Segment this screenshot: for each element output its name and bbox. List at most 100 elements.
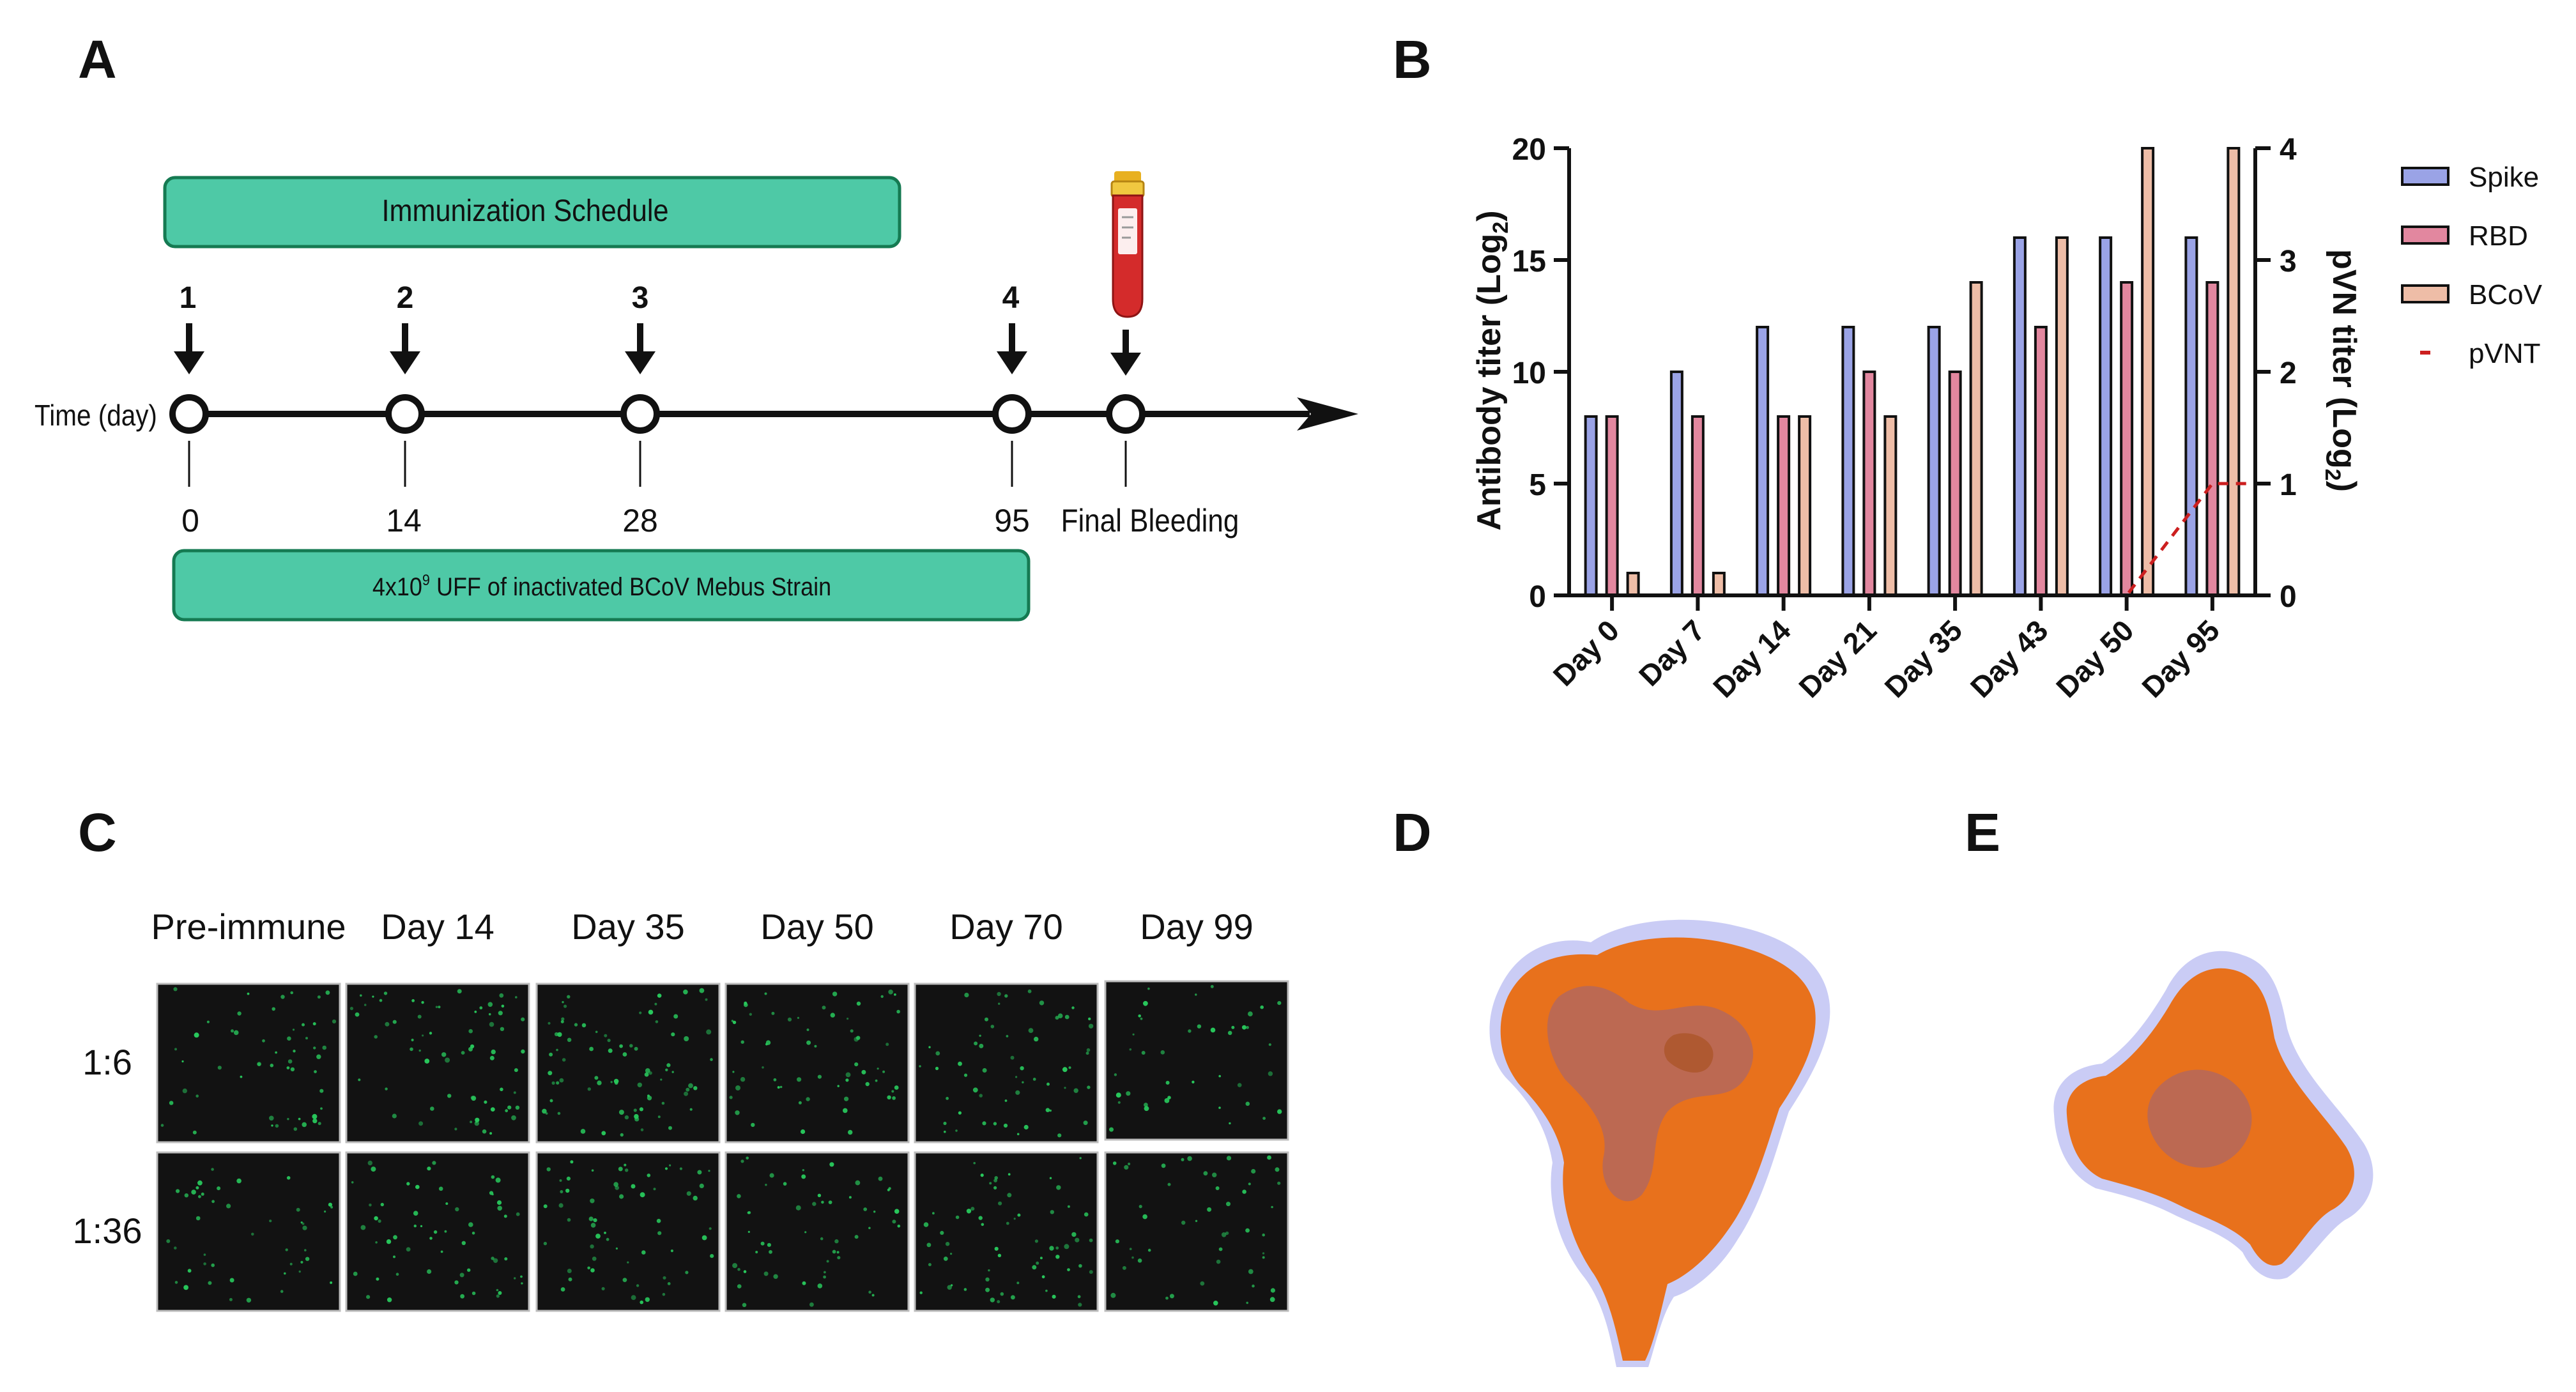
fluorescent-cell [1078, 1264, 1082, 1268]
fluorescent-cell [979, 1034, 981, 1037]
fluorescent-cell [1267, 1155, 1271, 1160]
fluorescent-cell [499, 993, 504, 998]
fluorescent-cell [367, 1160, 372, 1166]
fluorescent-cell [1110, 1292, 1116, 1298]
fluorescent-cell [1028, 1028, 1034, 1033]
fluorescent-cell [594, 1076, 599, 1080]
fluorescent-cell [1248, 1011, 1253, 1016]
fluorescent-cell [438, 1186, 443, 1191]
fluorescent-cell [880, 995, 884, 998]
fluorescent-cell [505, 1109, 509, 1113]
fluorescent-cell [1045, 1289, 1048, 1292]
fluorescent-cell [980, 1174, 984, 1177]
fluorescent-cell [1064, 1087, 1066, 1089]
fluorescent-cell [1036, 1261, 1039, 1265]
fluorescent-cell [474, 1120, 479, 1126]
fluorescent-cell [349, 1007, 354, 1011]
fluorescent-cell [640, 1128, 644, 1131]
fluorescent-cell [581, 1023, 586, 1028]
fluorescent-cell [1077, 1295, 1081, 1299]
dose-superscript: 9 [422, 571, 430, 588]
fluorescent-cell [211, 1200, 215, 1204]
fluorescent-cell [655, 1020, 659, 1023]
fluorescent-cell [496, 1294, 500, 1298]
fluorescent-cell [174, 1281, 178, 1284]
fluorescent-cell [654, 1002, 657, 1006]
fluorescent-cell [521, 1049, 525, 1054]
micrograph-column-header: Day 70 [949, 906, 1062, 947]
fluorescent-cell [1122, 1266, 1126, 1270]
fluorescent-cell [514, 1277, 516, 1280]
fluorescent-cell [686, 1191, 691, 1196]
fluorescent-cell [993, 1122, 997, 1126]
fluorescent-cell [588, 1216, 594, 1221]
fluorescent-cell [821, 1200, 824, 1204]
fluorescent-cell [773, 1078, 777, 1082]
timeline-arrowhead-icon [1297, 397, 1358, 431]
bar-spike [1841, 326, 1855, 597]
fluorescent-cell [699, 988, 705, 993]
bar-rbd [1862, 371, 1876, 597]
fluorescent-cell [639, 1011, 642, 1014]
fluorescent-cell [217, 1066, 222, 1070]
y2-tick-label: 2 [2280, 356, 2297, 390]
fluorescent-cell [1262, 1256, 1265, 1259]
fluorescent-cell [639, 1107, 644, 1112]
micrograph-tile [724, 1151, 910, 1312]
y2-tick-label: 3 [2280, 245, 2297, 279]
fluorescent-cell [275, 1051, 277, 1054]
fluorescent-cell [1165, 1296, 1169, 1300]
fluorescent-cell [1084, 1212, 1089, 1217]
fluorescent-cell [894, 993, 896, 996]
fluorescent-cell [663, 1276, 666, 1280]
fluorescent-cell [174, 1048, 177, 1051]
fluorescent-cell [797, 1077, 802, 1082]
fluorescent-cell [974, 1041, 978, 1046]
fluorescent-cell [653, 1188, 656, 1191]
fluorescent-cell [679, 1167, 682, 1170]
micrograph-column-header: Day 35 [571, 906, 684, 947]
fluorescent-cell [231, 1029, 234, 1033]
bar-rbd [2120, 281, 2134, 597]
fluorescent-cell [1004, 994, 1008, 998]
fluorescent-cell [454, 1280, 459, 1285]
fluorescent-cell [919, 1291, 923, 1294]
fluorescent-cell [947, 1285, 952, 1290]
fluorescent-cell [493, 1258, 498, 1264]
fluorescent-cell [592, 1257, 597, 1261]
fluorescent-cell [832, 1250, 836, 1254]
y2-tick-label: 4 [2280, 133, 2297, 167]
fluorescent-cell [661, 1101, 665, 1105]
fluorescent-cell [1246, 1301, 1248, 1304]
fluorescent-cell [705, 998, 708, 1001]
fluorescent-cell [587, 1266, 590, 1270]
fluorescent-cell [262, 1039, 265, 1043]
fluorescent-cell [441, 1052, 447, 1057]
bar-rbd [1777, 415, 1791, 597]
fluorescent-cell [732, 1020, 737, 1025]
down-arrow-icon [625, 323, 656, 374]
fluorescent-cell [554, 1032, 559, 1037]
fluorescent-cell [491, 1257, 494, 1260]
micrograph-tile [1104, 980, 1289, 1141]
fluorescent-cell [1197, 1024, 1202, 1029]
fluorescent-cell [385, 1087, 388, 1090]
fluorescent-cell [181, 1060, 184, 1063]
fluorescent-cell [644, 1072, 649, 1077]
fluorescent-cell [1271, 1205, 1273, 1209]
fluorescent-cell [1160, 1050, 1165, 1055]
fluorescent-cell [246, 1297, 252, 1303]
fluorescent-cell [1245, 1101, 1250, 1106]
fluorescent-cell [671, 1032, 675, 1037]
fluorescent-cell [298, 1117, 301, 1120]
fluorescent-cell [366, 1295, 371, 1299]
fluorescent-cell [290, 991, 294, 995]
fluorescent-cell [618, 1166, 623, 1172]
fluorescent-cell [521, 1017, 525, 1021]
fluorescent-cell [325, 990, 330, 995]
fluorescent-cell [693, 1195, 698, 1201]
fluorescent-cell [1251, 1168, 1256, 1174]
fluorescent-cell [737, 1284, 742, 1289]
legend-label: BCoV [2469, 279, 2543, 310]
